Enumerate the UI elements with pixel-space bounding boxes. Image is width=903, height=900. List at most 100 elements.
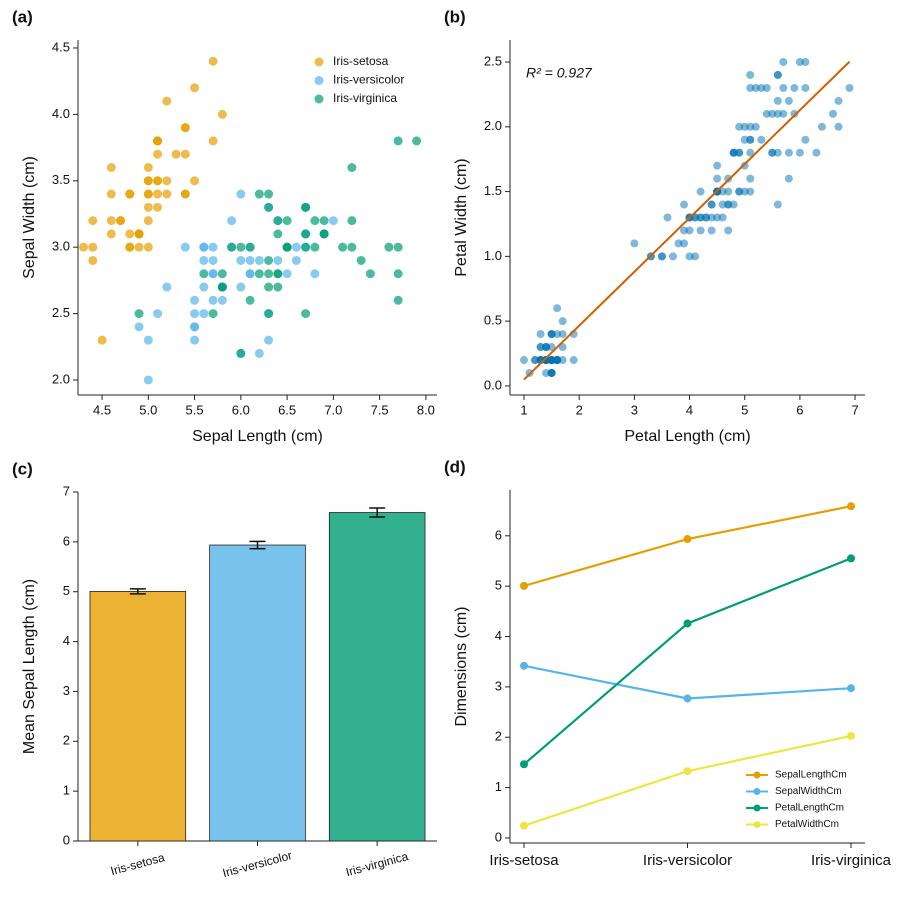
legend-marker (753, 788, 761, 795)
point (143, 242, 153, 252)
point (236, 189, 246, 199)
point (88, 255, 98, 265)
bar (89, 591, 187, 842)
point (729, 148, 738, 157)
y-tick-label: 2 (63, 733, 70, 748)
panel-label: (a) (12, 7, 33, 26)
bar (328, 512, 426, 842)
panel-label: (c) (12, 459, 33, 478)
y-tick-label: 3 (495, 678, 502, 693)
point (384, 242, 394, 252)
point (273, 255, 283, 265)
point (106, 189, 116, 199)
point (97, 335, 107, 345)
point (520, 760, 528, 769)
point (696, 213, 705, 222)
point (683, 694, 692, 703)
point (199, 242, 209, 252)
point (134, 242, 144, 252)
point (264, 282, 274, 292)
legend-marker (314, 57, 324, 67)
point (531, 356, 540, 365)
point (190, 322, 200, 332)
series-line (523, 664, 852, 700)
point (542, 368, 551, 377)
point (79, 242, 89, 252)
point (683, 619, 692, 628)
legend-label: PetalWidthCm (775, 819, 839, 830)
point (153, 149, 163, 159)
point (310, 242, 320, 252)
point (547, 368, 556, 377)
x-tick-label: Iris-setosa (489, 852, 559, 869)
y-tick-label: 3.5 (52, 172, 70, 187)
y-tick-label: 4.5 (52, 39, 70, 54)
x-tick-label: Iris-virginica (811, 852, 892, 869)
point (143, 202, 153, 212)
point (746, 70, 755, 79)
point (190, 176, 200, 186)
point (180, 189, 190, 199)
point (542, 356, 551, 365)
point (180, 242, 190, 252)
point (217, 282, 227, 292)
y-tick-label: 2.5 (484, 53, 502, 68)
legend-marker (753, 771, 761, 779)
point (735, 122, 744, 131)
point (180, 123, 190, 133)
point (273, 282, 283, 292)
series-line (523, 505, 852, 587)
point (236, 255, 246, 265)
y-tick-label: 0 (63, 832, 70, 847)
point (845, 83, 854, 92)
point (553, 356, 562, 365)
annotation: R² = 0.927 (526, 65, 593, 81)
point (319, 229, 329, 239)
x-tick-label: Iris-virginica (344, 849, 410, 879)
point (236, 282, 246, 292)
x-tick-label: Iris-setosa (109, 850, 166, 878)
legend-marker (753, 821, 761, 828)
point (162, 282, 172, 292)
point (784, 96, 793, 105)
point (801, 58, 810, 67)
point (338, 242, 348, 252)
point (162, 96, 172, 106)
x-tick-label: 6.0 (232, 402, 250, 417)
point (264, 309, 274, 319)
point (245, 242, 255, 252)
error-bar (249, 540, 266, 550)
point (801, 135, 810, 144)
y-tick-label: 0.0 (484, 377, 502, 392)
point (746, 122, 755, 131)
point (393, 269, 403, 279)
y-tick-label: 6 (495, 527, 502, 542)
y-axis-label: Dimensions (cm) (453, 606, 470, 726)
point (310, 269, 320, 279)
point (106, 162, 116, 172)
point (663, 213, 672, 222)
point (847, 502, 855, 511)
point (153, 202, 163, 212)
point (282, 216, 292, 226)
point (569, 356, 578, 365)
legend-marker (314, 94, 324, 104)
point (162, 176, 172, 186)
point (553, 304, 562, 313)
point (217, 295, 227, 305)
y-tick-label: 3.0 (52, 239, 70, 254)
point (143, 375, 153, 385)
point (254, 189, 264, 199)
point (773, 96, 782, 105)
y-tick-label: 3 (63, 683, 70, 698)
point (740, 122, 749, 131)
point (757, 83, 766, 92)
point (757, 135, 766, 144)
x-tick-label: 5 (741, 402, 748, 417)
point (199, 282, 209, 292)
point (707, 213, 716, 222)
x-tick-label: 5.5 (186, 402, 204, 417)
point (520, 821, 528, 830)
point (729, 200, 738, 209)
